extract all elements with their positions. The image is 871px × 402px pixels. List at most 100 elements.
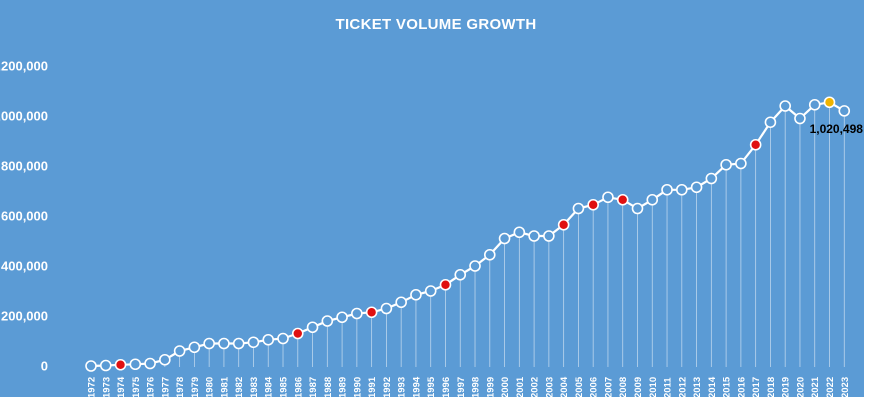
- data-point-highlight: [291, 327, 304, 340]
- x-tick-label: 2020: [795, 377, 806, 398]
- data-point: [380, 302, 393, 315]
- x-tick-label: 1986: [293, 377, 304, 398]
- chart-title: TICKET VOLUME GROWTH: [336, 16, 537, 33]
- x-tick-label: 2007: [603, 377, 614, 398]
- data-point: [720, 158, 732, 171]
- data-point: [661, 183, 673, 196]
- x-tick-label: 2001: [515, 376, 526, 398]
- y-tick-label: 400,000: [1, 259, 48, 274]
- x-tick-label: 1976: [146, 377, 157, 398]
- data-point: [483, 248, 496, 261]
- data-point: [232, 337, 245, 350]
- x-tick-label: 1997: [456, 377, 467, 398]
- y-tick-label: 1,200,000: [0, 59, 48, 74]
- x-tick-label: 2009: [633, 377, 644, 398]
- x-tick-label: 2014: [707, 376, 718, 398]
- data-point: [631, 202, 644, 215]
- x-tick-label: 2023: [840, 377, 851, 398]
- data-point: [808, 98, 821, 111]
- x-tick-label: 2016: [736, 377, 747, 398]
- y-tick-label: 1,000,000: [0, 109, 48, 124]
- x-tick-label: 1982: [234, 377, 245, 398]
- data-point: [336, 311, 348, 324]
- data-point: [572, 202, 585, 215]
- data-point: [794, 112, 806, 125]
- data-point-highlight: [365, 306, 378, 319]
- x-tick-label: 2006: [589, 377, 600, 398]
- data-point: [203, 337, 215, 350]
- data-point: [85, 360, 97, 372]
- data-point-highlight: [587, 198, 599, 211]
- data-point: [528, 230, 540, 242]
- data-point: [173, 345, 186, 357]
- x-tick-label: 2004: [559, 376, 570, 398]
- x-tick-label: 1991: [367, 376, 378, 398]
- x-axis: 1972 1973 1974 1975 1976 1977 1978 1979 1980 1981…: [87, 376, 851, 398]
- data-point: [277, 332, 289, 345]
- data-point: [705, 172, 718, 185]
- x-tick-label: 1988: [323, 377, 334, 398]
- data-point-highlight: [749, 138, 762, 151]
- data-label: 1,020,498: [810, 122, 864, 136]
- x-tick-label: 1989: [338, 377, 349, 398]
- y-axis: 0 200,000 400,000 600,000 800,000 1,000,000 1,…: [0, 59, 48, 374]
- data-point: [351, 307, 363, 320]
- x-tick-label: 1977: [160, 377, 171, 398]
- x-tick-label: 1996: [441, 377, 452, 398]
- data-point: [395, 296, 407, 309]
- x-tick-label: 1980: [205, 377, 216, 398]
- x-tick-label: 1975: [131, 376, 142, 398]
- x-tick-label: 1987: [308, 377, 319, 398]
- y-tick-label: 0: [41, 359, 48, 374]
- data-point-highlight: [557, 218, 570, 231]
- x-tick-label: 1978: [175, 377, 186, 398]
- data-point: [99, 359, 112, 372]
- data-point: [779, 100, 791, 112]
- x-tick-label: 2018: [766, 377, 777, 398]
- series-line-group: [90, 101, 845, 368]
- data-point: [675, 183, 688, 196]
- x-tick-label: 2000: [500, 377, 511, 398]
- data-point: [129, 358, 142, 371]
- x-tick-label: 2019: [781, 377, 792, 398]
- data-point: [513, 226, 526, 239]
- data-point: [218, 337, 230, 350]
- x-tick-label: 1994: [411, 376, 422, 398]
- x-tick-label: 1973: [101, 377, 112, 398]
- data-point: [838, 105, 851, 117]
- x-tick-label: 2017: [751, 377, 762, 398]
- data-point-peak: [823, 96, 836, 109]
- annotations: 1,020,498: [810, 122, 864, 136]
- x-tick-label: 1984: [264, 376, 275, 398]
- y-tick-label: 800,000: [1, 159, 48, 174]
- drop-lines: [90, 102, 845, 367]
- x-tick-label: 2021: [810, 376, 821, 398]
- data-point: [262, 333, 275, 346]
- x-tick-label: 2015: [722, 376, 733, 398]
- y-tick-label: 200,000: [1, 309, 48, 324]
- data-point: [735, 157, 747, 170]
- data-point: [690, 181, 703, 194]
- x-tick-label: 2008: [618, 377, 629, 398]
- data-point: [498, 232, 511, 245]
- y-tick-label: 600,000: [1, 209, 48, 224]
- data-point: [247, 336, 260, 349]
- x-tick-label: 1999: [485, 377, 496, 398]
- data-point: [321, 315, 334, 327]
- data-point: [646, 193, 659, 206]
- data-point: [454, 268, 467, 281]
- data-point: [410, 288, 422, 301]
- x-tick-label: 1990: [352, 377, 363, 398]
- x-tick-label: 2013: [692, 377, 703, 398]
- x-tick-label: 1972: [87, 377, 98, 398]
- data-point: [424, 285, 437, 297]
- data-points: [85, 96, 851, 372]
- data-point-highlight: [439, 278, 452, 291]
- data-point: [764, 116, 777, 129]
- data-point-highlight: [114, 358, 127, 371]
- data-point: [306, 321, 319, 334]
- x-tick-label: 2003: [544, 377, 555, 398]
- x-tick-label: 2022: [825, 377, 836, 398]
